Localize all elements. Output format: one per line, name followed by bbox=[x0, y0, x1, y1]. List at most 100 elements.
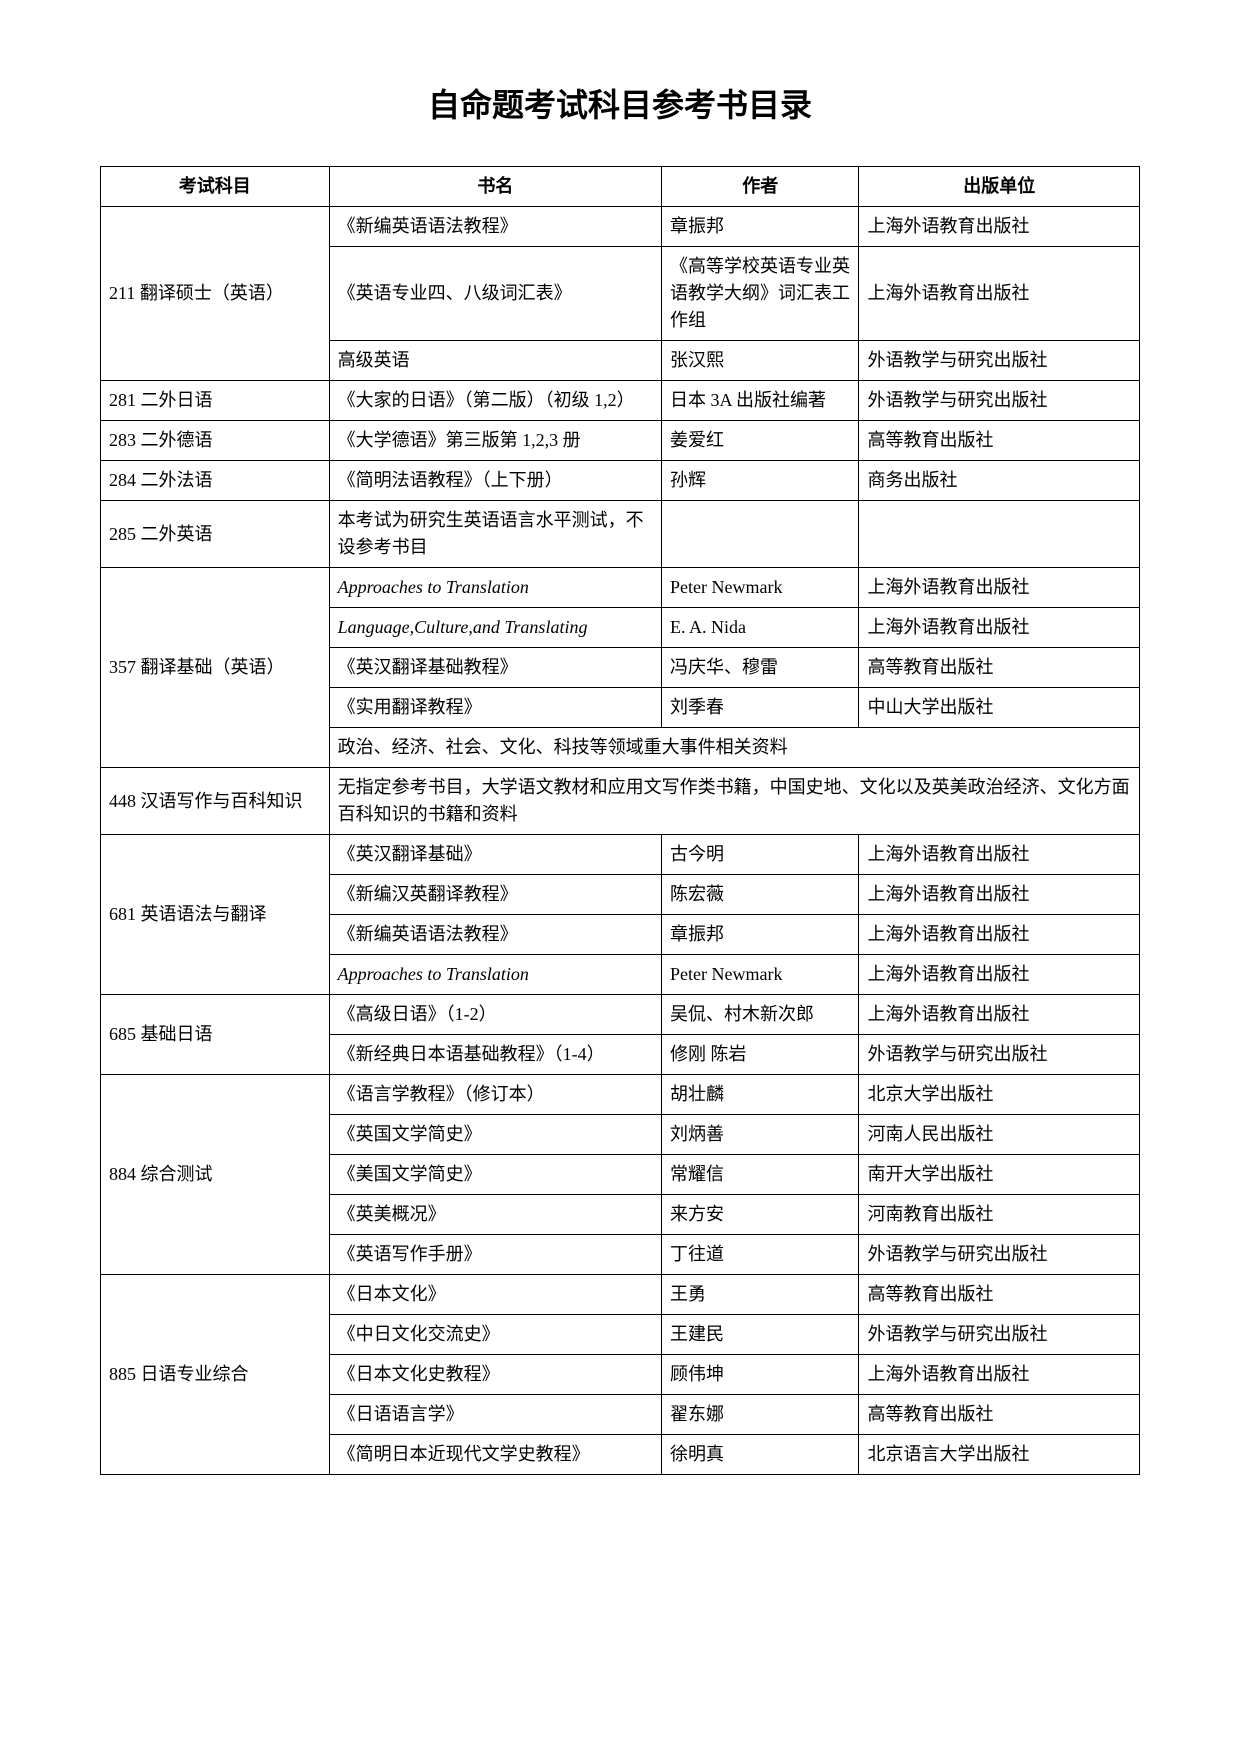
cell-publisher: 上海外语教育出版社 bbox=[859, 955, 1140, 995]
cell-author: 刘季春 bbox=[662, 688, 859, 728]
cell-author: 《高等学校英语专业英语教学大纲》词汇表工作组 bbox=[662, 247, 859, 341]
cell-publisher: 商务出版社 bbox=[859, 461, 1140, 501]
table-row: 685 基础日语《高级日语》（1-2）吴侃、村木新次郎上海外语教育出版社 bbox=[101, 995, 1140, 1035]
cell-book: 无指定参考书目，大学语文教材和应用文写作类书籍，中国史地、文化以及英美政治经济、… bbox=[329, 768, 1139, 835]
header-publisher: 出版单位 bbox=[859, 167, 1140, 207]
cell-subject: 284 二外法语 bbox=[101, 461, 330, 501]
cell-publisher: 上海外语教育出版社 bbox=[859, 995, 1140, 1035]
cell-author: 冯庆华、穆雷 bbox=[662, 648, 859, 688]
cell-publisher: 高等教育出版社 bbox=[859, 648, 1140, 688]
cell-book: 高级英语 bbox=[329, 341, 661, 381]
table-row: 884 综合测试《语言学教程》（修订本）胡壮麟北京大学出版社 bbox=[101, 1075, 1140, 1115]
page-title: 自命题考试科目参考书目录 bbox=[100, 80, 1140, 126]
header-subject: 考试科目 bbox=[101, 167, 330, 207]
cell-publisher: 上海外语教育出版社 bbox=[859, 247, 1140, 341]
table-row: 681 英语语法与翻译《英汉翻译基础》古今明上海外语教育出版社 bbox=[101, 835, 1140, 875]
cell-publisher: 北京大学出版社 bbox=[859, 1075, 1140, 1115]
cell-publisher: 外语教学与研究出版社 bbox=[859, 341, 1140, 381]
cell-book: 《英汉翻译基础教程》 bbox=[329, 648, 661, 688]
cell-subject: 448 汉语写作与百科知识 bbox=[101, 768, 330, 835]
cell-publisher: 外语教学与研究出版社 bbox=[859, 1035, 1140, 1075]
table-row: 211 翻译硕士（英语）《新编英语语法教程》章振邦上海外语教育出版社 bbox=[101, 207, 1140, 247]
cell-book: 《新经典日本语基础教程》（1-4） bbox=[329, 1035, 661, 1075]
cell-book: 《美国文学简史》 bbox=[329, 1155, 661, 1195]
cell-book: 《英国文学简史》 bbox=[329, 1115, 661, 1155]
cell-author: 丁往道 bbox=[662, 1235, 859, 1275]
reference-table: 考试科目 书名 作者 出版单位 211 翻译硕士（英语）《新编英语语法教程》章振… bbox=[100, 166, 1140, 1475]
cell-author: 日本 3A 出版社编著 bbox=[662, 381, 859, 421]
cell-publisher: 高等教育出版社 bbox=[859, 1395, 1140, 1435]
cell-publisher: 上海外语教育出版社 bbox=[859, 915, 1140, 955]
cell-book: 《英美概况》 bbox=[329, 1195, 661, 1235]
cell-book: 《中日文化交流史》 bbox=[329, 1315, 661, 1355]
cell-subject: 281 二外日语 bbox=[101, 381, 330, 421]
cell-book: 《日本文化》 bbox=[329, 1275, 661, 1315]
cell-subject: 211 翻译硕士（英语） bbox=[101, 207, 330, 381]
cell-book: 政治、经济、社会、文化、科技等领域重大事件相关资料 bbox=[329, 728, 1139, 768]
cell-book: Language,Culture,and Translating bbox=[329, 608, 661, 648]
cell-author: 章振邦 bbox=[662, 207, 859, 247]
table-row: 285 二外英语本考试为研究生英语语言水平测试，不设参考书目 bbox=[101, 501, 1140, 568]
header-author: 作者 bbox=[662, 167, 859, 207]
table-row: 357 翻译基础（英语）Approaches to TranslationPet… bbox=[101, 568, 1140, 608]
cell-author: Peter Newmark bbox=[662, 568, 859, 608]
cell-subject: 357 翻译基础（英语） bbox=[101, 568, 330, 768]
cell-book: 《英语专业四、八级词汇表》 bbox=[329, 247, 661, 341]
cell-book: 《实用翻译教程》 bbox=[329, 688, 661, 728]
cell-publisher: 外语教学与研究出版社 bbox=[859, 1315, 1140, 1355]
cell-publisher: 河南教育出版社 bbox=[859, 1195, 1140, 1235]
cell-author: 顾伟坤 bbox=[662, 1355, 859, 1395]
cell-subject: 681 英语语法与翻译 bbox=[101, 835, 330, 995]
table-row: 448 汉语写作与百科知识无指定参考书目，大学语文教材和应用文写作类书籍，中国史… bbox=[101, 768, 1140, 835]
cell-book: Approaches to Translation bbox=[329, 955, 661, 995]
cell-publisher bbox=[859, 501, 1140, 568]
cell-book: 《简明法语教程》（上下册） bbox=[329, 461, 661, 501]
cell-book: 《简明日本近现代文学史教程》 bbox=[329, 1435, 661, 1475]
cell-subject: 285 二外英语 bbox=[101, 501, 330, 568]
cell-book: Approaches to Translation bbox=[329, 568, 661, 608]
cell-book: 《语言学教程》（修订本） bbox=[329, 1075, 661, 1115]
cell-author: 翟东娜 bbox=[662, 1395, 859, 1435]
cell-subject: 884 综合测试 bbox=[101, 1075, 330, 1275]
cell-book: 《日语语言学》 bbox=[329, 1395, 661, 1435]
cell-publisher: 高等教育出版社 bbox=[859, 421, 1140, 461]
cell-author: 修刚 陈岩 bbox=[662, 1035, 859, 1075]
cell-author: E. A. Nida bbox=[662, 608, 859, 648]
cell-publisher: 河南人民出版社 bbox=[859, 1115, 1140, 1155]
cell-author: 姜爱红 bbox=[662, 421, 859, 461]
cell-publisher: 外语教学与研究出版社 bbox=[859, 381, 1140, 421]
cell-book: 《高级日语》（1-2） bbox=[329, 995, 661, 1035]
cell-publisher: 外语教学与研究出版社 bbox=[859, 1235, 1140, 1275]
cell-publisher: 北京语言大学出版社 bbox=[859, 1435, 1140, 1475]
cell-author: 徐明真 bbox=[662, 1435, 859, 1475]
cell-book: 《新编英语语法教程》 bbox=[329, 207, 661, 247]
table-row: 281 二外日语《大家的日语》（第二版）（初级 1,2）日本 3A 出版社编著外… bbox=[101, 381, 1140, 421]
cell-book: 《大学德语》第三版第 1,2,3 册 bbox=[329, 421, 661, 461]
table-row: 284 二外法语《简明法语教程》（上下册）孙辉商务出版社 bbox=[101, 461, 1140, 501]
cell-author bbox=[662, 501, 859, 568]
cell-book: 《大家的日语》（第二版）（初级 1,2） bbox=[329, 381, 661, 421]
cell-publisher: 中山大学出版社 bbox=[859, 688, 1140, 728]
cell-book: 《英语写作手册》 bbox=[329, 1235, 661, 1275]
cell-subject: 685 基础日语 bbox=[101, 995, 330, 1075]
cell-author: 吴侃、村木新次郎 bbox=[662, 995, 859, 1035]
cell-author: Peter Newmark bbox=[662, 955, 859, 995]
table-header-row: 考试科目 书名 作者 出版单位 bbox=[101, 167, 1140, 207]
cell-subject: 885 日语专业综合 bbox=[101, 1275, 330, 1475]
cell-author: 常耀信 bbox=[662, 1155, 859, 1195]
cell-book: 《英汉翻译基础》 bbox=[329, 835, 661, 875]
cell-book: 《日本文化史教程》 bbox=[329, 1355, 661, 1395]
cell-publisher: 南开大学出版社 bbox=[859, 1155, 1140, 1195]
cell-subject: 283 二外德语 bbox=[101, 421, 330, 461]
cell-publisher: 上海外语教育出版社 bbox=[859, 608, 1140, 648]
table-row: 885 日语专业综合《日本文化》王勇高等教育出版社 bbox=[101, 1275, 1140, 1315]
cell-publisher: 上海外语教育出版社 bbox=[859, 207, 1140, 247]
cell-publisher: 高等教育出版社 bbox=[859, 1275, 1140, 1315]
cell-publisher: 上海外语教育出版社 bbox=[859, 568, 1140, 608]
cell-publisher: 上海外语教育出版社 bbox=[859, 1355, 1140, 1395]
cell-author: 孙辉 bbox=[662, 461, 859, 501]
cell-author: 来方安 bbox=[662, 1195, 859, 1235]
cell-publisher: 上海外语教育出版社 bbox=[859, 835, 1140, 875]
cell-book: 本考试为研究生英语语言水平测试，不设参考书目 bbox=[329, 501, 661, 568]
cell-author: 刘炳善 bbox=[662, 1115, 859, 1155]
